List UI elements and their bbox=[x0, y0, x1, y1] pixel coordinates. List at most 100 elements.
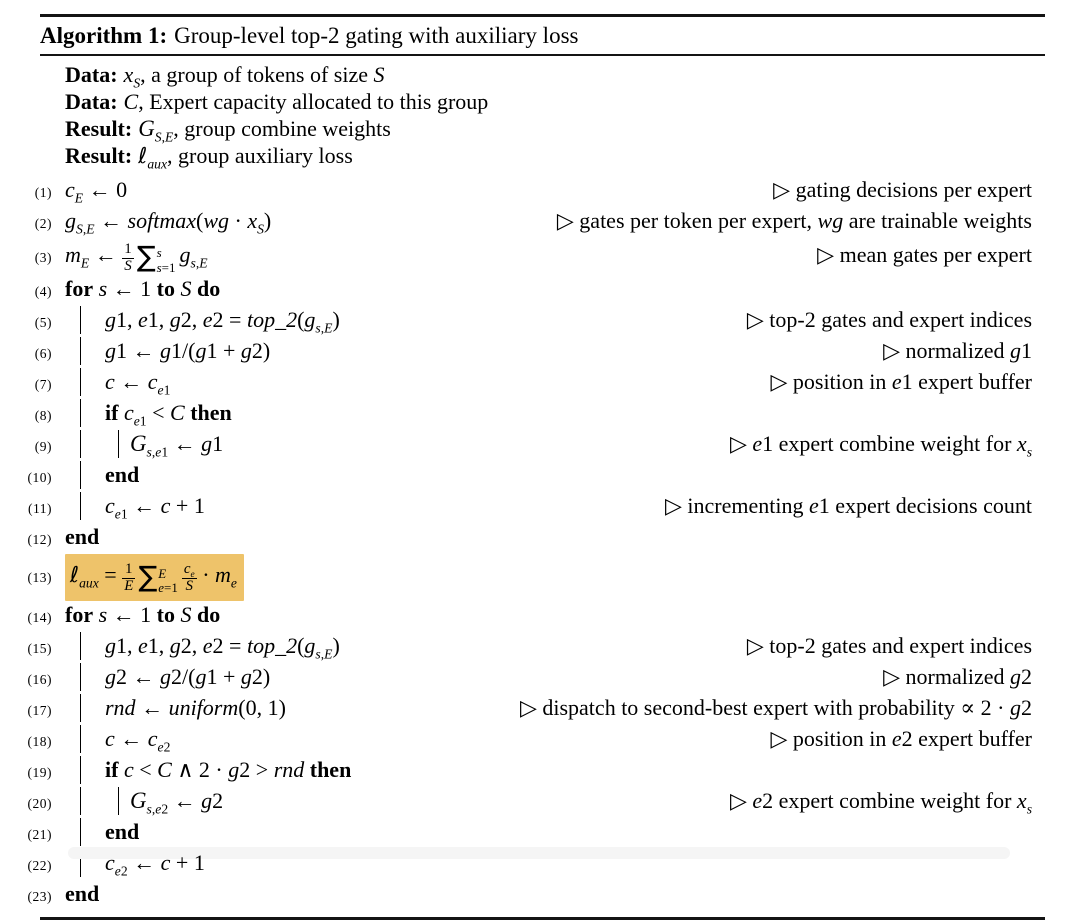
algorithm-block: Algorithm 1: Group-level top-2 gating wit… bbox=[28, 14, 1045, 920]
line-code: gS,E ← softmax(wg · xS) bbox=[65, 208, 272, 237]
algorithm-line: (19) if c < C ∧ 2 · g2 > rnd then bbox=[12, 755, 1045, 787]
algorithm-line: (20) Gs,e2 ← g2 ▷ e2 expert combine weig… bbox=[12, 786, 1045, 818]
line-body: rnd ← uniform(0, 1) ▷ dispatch to second… bbox=[65, 693, 1045, 722]
line-code: for s ← 1 to S do bbox=[65, 601, 221, 627]
declaration-label: Result: bbox=[65, 116, 133, 141]
algorithm-line: (2) gS,E ← softmax(wg · xS) ▷ gates per … bbox=[12, 207, 1045, 238]
line-code: ce1 ← c + 1 bbox=[105, 493, 205, 522]
line-code: g1, e1, g2, e2 = top_2(gs,E) bbox=[105, 307, 340, 336]
line-number: (9) bbox=[34, 439, 52, 455]
line-code: Gs,e2 ← g2 bbox=[130, 787, 224, 816]
line-body: end bbox=[65, 817, 1045, 846]
line-comment: ▷ e2 expert combine weight for xs bbox=[729, 787, 1032, 816]
line-body: c ← ce2 ▷ position in e2 expert buffer bbox=[65, 724, 1045, 754]
declaration-row: Result: GS,E, group combine weights bbox=[65, 115, 1045, 144]
line-comment: ▷ mean gates per expert bbox=[817, 242, 1032, 267]
line-comment: ▷ gating decisions per expert bbox=[773, 177, 1032, 202]
line-number: (6) bbox=[34, 346, 52, 362]
line-code: end bbox=[65, 880, 100, 906]
algorithm-line: (12) end bbox=[12, 523, 1045, 554]
line-comment: ▷ dispatch to second-best expert with pr… bbox=[519, 694, 1032, 720]
declaration-text: C, Expert capacity allocated to this gro… bbox=[123, 89, 489, 114]
algorithm-line: (4) for s ← 1 to S do bbox=[12, 275, 1045, 306]
line-code: mE ← 1 S ∑ s s=1 gs,E bbox=[65, 240, 208, 275]
algorithm-line: (8) if ce1 < C then bbox=[12, 399, 1045, 430]
algorithm-line: (5) g1, e1, g2, e2 = top_2(gs,E) ▷ top-2… bbox=[12, 306, 1045, 337]
line-code: if ce1 < C then bbox=[105, 400, 232, 429]
indent-guide bbox=[80, 337, 81, 366]
line-number: (16) bbox=[27, 671, 52, 687]
line-number: (17) bbox=[27, 702, 52, 718]
line-code: for s ← 1 to S do bbox=[65, 276, 221, 302]
line-number: (19) bbox=[27, 764, 52, 780]
line-comment: ▷ position in e2 expert buffer bbox=[770, 725, 1032, 751]
line-number: (23) bbox=[27, 888, 52, 904]
line-code: end bbox=[65, 524, 100, 550]
indent-guide bbox=[80, 399, 81, 428]
line-comment: ▷ top-2 gates and expert indices bbox=[746, 307, 1032, 333]
algorithm-title-label: Algorithm 1: bbox=[40, 23, 168, 48]
indent-guide bbox=[118, 430, 119, 459]
line-number: (21) bbox=[27, 826, 52, 842]
line-body: Gs,e2 ← g2 ▷ e2 expert combine weight fo… bbox=[65, 786, 1045, 816]
declaration-label: Result: bbox=[65, 143, 133, 168]
line-number: (18) bbox=[27, 733, 52, 749]
line-number: (4) bbox=[34, 284, 52, 300]
line-number: (14) bbox=[27, 609, 52, 625]
declarations: Data: xS, a group of tokens of size S Dat… bbox=[65, 56, 1045, 173]
algorithm-line: (21) end bbox=[12, 817, 1045, 849]
indent-guide bbox=[80, 631, 81, 660]
line-code: g1 ← g1/(g1 + g2) bbox=[105, 338, 271, 364]
line-code: Gs,e1 ← g1 bbox=[130, 431, 224, 460]
line-code: cE ← 0 bbox=[65, 177, 128, 206]
top-rule bbox=[40, 14, 1045, 17]
algorithm-line: (15) g1, e1, g2, e2 = top_2(gs,E) ▷ top-… bbox=[12, 631, 1045, 663]
bottom-card-edge bbox=[68, 847, 1010, 859]
algorithm-line: (7) c ← ce1 ▷ position in e1 expert buff… bbox=[12, 368, 1045, 399]
line-comment: ▷ e1 expert combine weight for xs bbox=[729, 431, 1032, 460]
line-code: end bbox=[105, 462, 140, 488]
line-body: end bbox=[65, 461, 1045, 490]
declaration-row: Data: C, Expert capacity allocated to thi… bbox=[65, 88, 1045, 115]
header-rule bbox=[40, 54, 1045, 56]
line-body: end bbox=[65, 523, 1045, 551]
line-number: (1) bbox=[34, 185, 52, 200]
line-number: (13) bbox=[27, 570, 52, 586]
line-body: if c < C ∧ 2 · g2 > rnd then bbox=[65, 755, 1045, 784]
line-code: g2 ← g2/(g1 + g2) bbox=[105, 663, 271, 689]
line-code: end bbox=[105, 818, 140, 844]
line-number: (12) bbox=[27, 532, 52, 548]
algorithm-line: (17) rnd ← uniform(0, 1) ▷ dispatch to s… bbox=[12, 693, 1045, 725]
line-code: c ← ce1 bbox=[105, 369, 171, 398]
indent-guide bbox=[80, 461, 81, 490]
indent-guide bbox=[118, 786, 119, 815]
line-body: g1 ← g1/(g1 + g2) ▷ normalized g1 bbox=[65, 337, 1045, 366]
line-body: for s ← 1 to S do bbox=[65, 275, 1045, 303]
indent-guide bbox=[80, 693, 81, 722]
line-code: if c < C ∧ 2 · g2 > rnd then bbox=[105, 756, 352, 782]
line-code: c ← ce2 bbox=[105, 725, 171, 754]
algorithm-line: (3) mE ← 1 S ∑ s s=1 gs,E ▷ mean gates per ex… bbox=[12, 238, 1045, 275]
algorithm-title: Algorithm 1: Group-level top-2 gating wit… bbox=[40, 17, 1045, 54]
line-comment: ▷ normalized g2 bbox=[883, 663, 1032, 689]
algorithm-title-text: Group-level top-2 gating with auxiliary … bbox=[174, 23, 579, 48]
indent-guide bbox=[80, 430, 81, 459]
line-body: for s ← 1 to S do bbox=[65, 601, 1045, 629]
line-number: (22) bbox=[27, 857, 52, 873]
algorithm-line: (6) g1 ← g1/(g1 + g2) ▷ normalized g1 bbox=[12, 337, 1045, 368]
declaration-text: ℓaux, group auxiliary loss bbox=[138, 143, 353, 172]
indent-guide bbox=[80, 492, 81, 521]
declaration-label: Data: bbox=[65, 62, 118, 87]
line-number: (3) bbox=[34, 250, 52, 265]
line-number: (7) bbox=[34, 377, 52, 393]
line-comment: ▷ position in e1 expert buffer bbox=[770, 369, 1032, 395]
indent-guide bbox=[80, 368, 81, 397]
indent-guide bbox=[80, 306, 81, 335]
declaration-row: Data: xS, a group of tokens of size S bbox=[65, 61, 1045, 90]
algorithm-line: (16) g2 ← g2/(g1 + g2) ▷ normalized g2 bbox=[12, 662, 1045, 694]
algorithm-line: (11) ce1 ← c + 1 ▷ incrementing e1 exper… bbox=[12, 492, 1045, 523]
algorithm-line: (18) c ← ce2 ▷ position in e2 expert buf… bbox=[12, 724, 1045, 756]
line-body: c ← ce1 ▷ position in e1 expert buffer bbox=[65, 368, 1045, 398]
line-number: (2) bbox=[34, 216, 52, 231]
